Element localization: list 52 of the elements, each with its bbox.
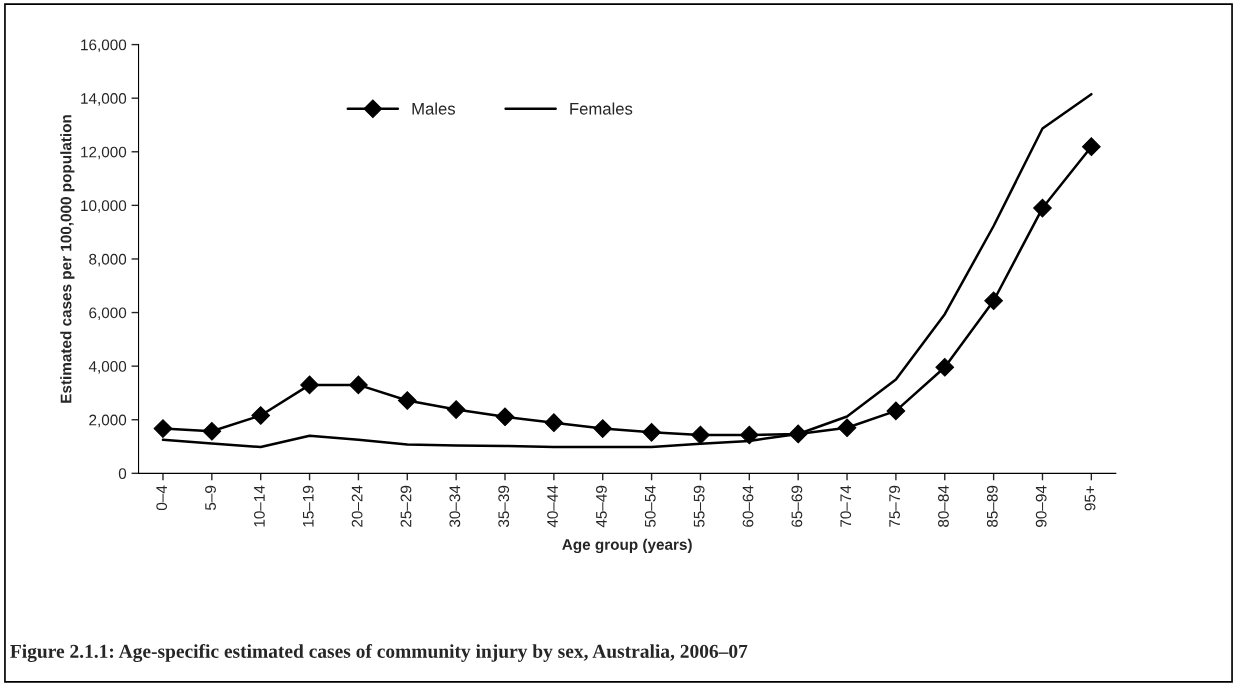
point: [397, 391, 417, 410]
x-tick-label: 95+: [1084, 485, 1096, 511]
point: [642, 422, 661, 442]
x-tick-label: 30–34: [449, 485, 461, 528]
x-tick-label: 0–4: [156, 485, 168, 511]
x-tick-label: 70–74: [840, 485, 852, 527]
legend-label: Males: [412, 102, 456, 115]
point: [446, 400, 466, 419]
caption: Figure 2.1.1: Age-specific estimated cases of community injury by sex, Australia, 2006–07: [10, 644, 748, 662]
point: [1081, 137, 1101, 157]
point: [886, 401, 906, 421]
point: [691, 425, 710, 445]
x-tick-label: 90–94: [1035, 485, 1047, 527]
x-tick-label: 55–59: [693, 485, 705, 528]
x-tick-label: 35–39: [498, 485, 510, 528]
point: [1033, 198, 1052, 218]
point: [544, 413, 564, 433]
y-tick-label: 2,000: [89, 414, 127, 428]
x-tick-label: 65–69: [791, 485, 803, 527]
point: [251, 406, 271, 425]
x-tick-label: 5–9: [205, 485, 216, 511]
y-tick-label: 10,000: [81, 200, 127, 213]
y-axis-title: Estimated cases per 100,000 population: [60, 115, 75, 403]
x-tick-label: 80–84: [938, 485, 949, 527]
x-tick-label: 60–64: [742, 485, 754, 527]
y-tick-label: 0: [118, 468, 127, 480]
x-tick-label: 20–24: [351, 485, 363, 527]
point: [984, 291, 1003, 311]
point: [202, 421, 222, 441]
point: [935, 357, 955, 377]
x-tick-label: 10–14: [253, 485, 265, 527]
point: [349, 375, 368, 395]
legend-label: Females: [570, 102, 633, 115]
x-tick-label: 40–44: [547, 485, 558, 528]
point: [300, 375, 319, 395]
x-tick-label: 15–19: [302, 485, 314, 527]
x-tick-label: 45–49: [596, 485, 607, 528]
y-tick-label: 12,000: [81, 146, 127, 160]
x-tick-label: 75–79: [889, 485, 900, 527]
x-tick-label: 85–89: [986, 485, 998, 527]
x-axis-title: Age group (years): [562, 538, 692, 554]
point: [837, 418, 857, 438]
y-tick-label: 16,000: [81, 39, 127, 53]
point: [593, 419, 613, 438]
y-tick-label: 6,000: [89, 307, 127, 321]
point: [495, 407, 515, 427]
point: [153, 419, 173, 438]
x-tick-label: 50–54: [644, 485, 656, 528]
y-tick-label: 8,000: [89, 253, 127, 267]
y-tick-label: 4,000: [88, 361, 127, 374]
y-tick-label: 14,000: [81, 93, 127, 106]
x-tick-label: 25–29: [400, 485, 412, 527]
